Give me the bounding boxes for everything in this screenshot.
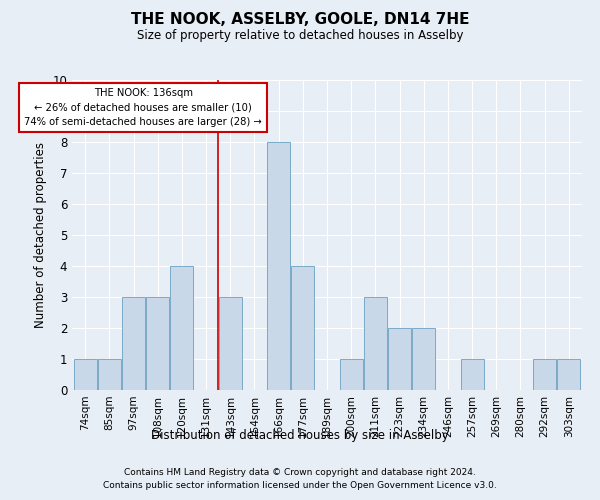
Bar [557,359,580,390]
Bar [219,297,242,390]
Text: Contains HM Land Registry data © Crown copyright and database right 2024.: Contains HM Land Registry data © Crown c… [124,468,476,477]
Bar [267,142,290,390]
Text: THE NOOK, ASSELBY, GOOLE, DN14 7HE: THE NOOK, ASSELBY, GOOLE, DN14 7HE [131,12,469,28]
Bar [122,297,145,390]
Bar [74,359,97,390]
Bar [533,359,556,390]
Bar [98,359,121,390]
Text: Contains public sector information licensed under the Open Government Licence v3: Contains public sector information licen… [103,482,497,490]
Y-axis label: Number of detached properties: Number of detached properties [34,142,47,328]
Bar [364,297,387,390]
Text: Distribution of detached houses by size in Asselby: Distribution of detached houses by size … [151,428,449,442]
Bar [461,359,484,390]
Bar [292,266,314,390]
Text: THE NOOK: 136sqm
← 26% of detached houses are smaller (10)
74% of semi-detached : THE NOOK: 136sqm ← 26% of detached house… [25,88,262,128]
Bar [412,328,435,390]
Bar [340,359,362,390]
Bar [388,328,411,390]
Text: Size of property relative to detached houses in Asselby: Size of property relative to detached ho… [137,29,463,42]
Bar [170,266,193,390]
Bar [146,297,169,390]
